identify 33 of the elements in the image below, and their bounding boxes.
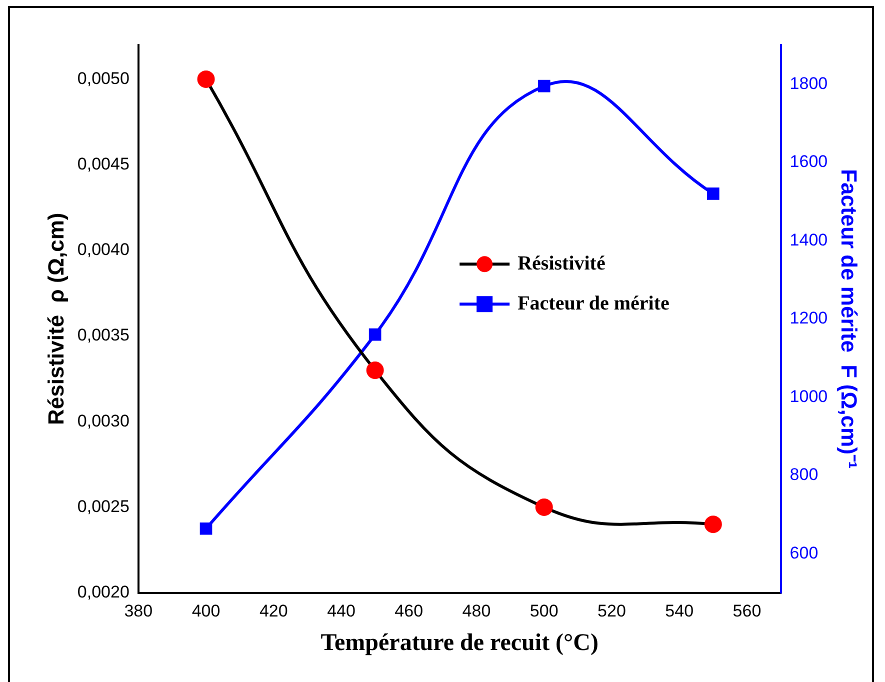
x-tick-label: 560 xyxy=(732,602,762,621)
x-tick-label: 420 xyxy=(259,602,288,621)
x-tick-label: 460 xyxy=(394,602,424,621)
legend-label: Résistivité xyxy=(518,252,606,274)
x-tick-label: 540 xyxy=(665,602,694,621)
x-tick-label: 500 xyxy=(530,602,558,621)
x-tick-label: 380 xyxy=(124,602,153,621)
y2-tick-label: 800 xyxy=(790,465,818,484)
y2-tick-label: 600 xyxy=(790,543,818,562)
y-tick-label: 0,0035 xyxy=(77,326,130,345)
y-tick-label: 0,0045 xyxy=(77,154,130,174)
point xyxy=(200,522,212,535)
x-axis-title: Température de recuit (°C) xyxy=(320,630,598,656)
y-tick-label: 0,0040 xyxy=(77,240,130,260)
y-tick-label: 0,0025 xyxy=(77,496,130,516)
y2-tick-label: 1600 xyxy=(790,152,828,172)
y2-tick-label: 1400 xyxy=(790,230,828,250)
x-tick-label: 440 xyxy=(327,602,356,621)
x-tick-label: 520 xyxy=(598,602,626,621)
y-tick-label: 0,0050 xyxy=(77,68,130,88)
y-axis-title: Résistivité ρ (Ω,cm) xyxy=(43,212,68,425)
point xyxy=(538,80,550,92)
point xyxy=(368,328,382,341)
y2-axis-title: Facteur de mérite F (Ω,cm)⁻¹ xyxy=(836,169,862,469)
y2-tick-label: 1200 xyxy=(790,308,828,328)
point xyxy=(707,188,720,200)
x-tick-label: 400 xyxy=(192,602,220,621)
x-tick-label: 480 xyxy=(462,602,491,621)
y-tick-label: 0,0030 xyxy=(77,411,130,430)
y2-tick-label: 1800 xyxy=(790,74,828,93)
y-tick-label: 0,0020 xyxy=(77,582,130,602)
legend-label: Facteur de mérite xyxy=(518,292,670,314)
y2-tick-label: 1000 xyxy=(790,386,828,406)
